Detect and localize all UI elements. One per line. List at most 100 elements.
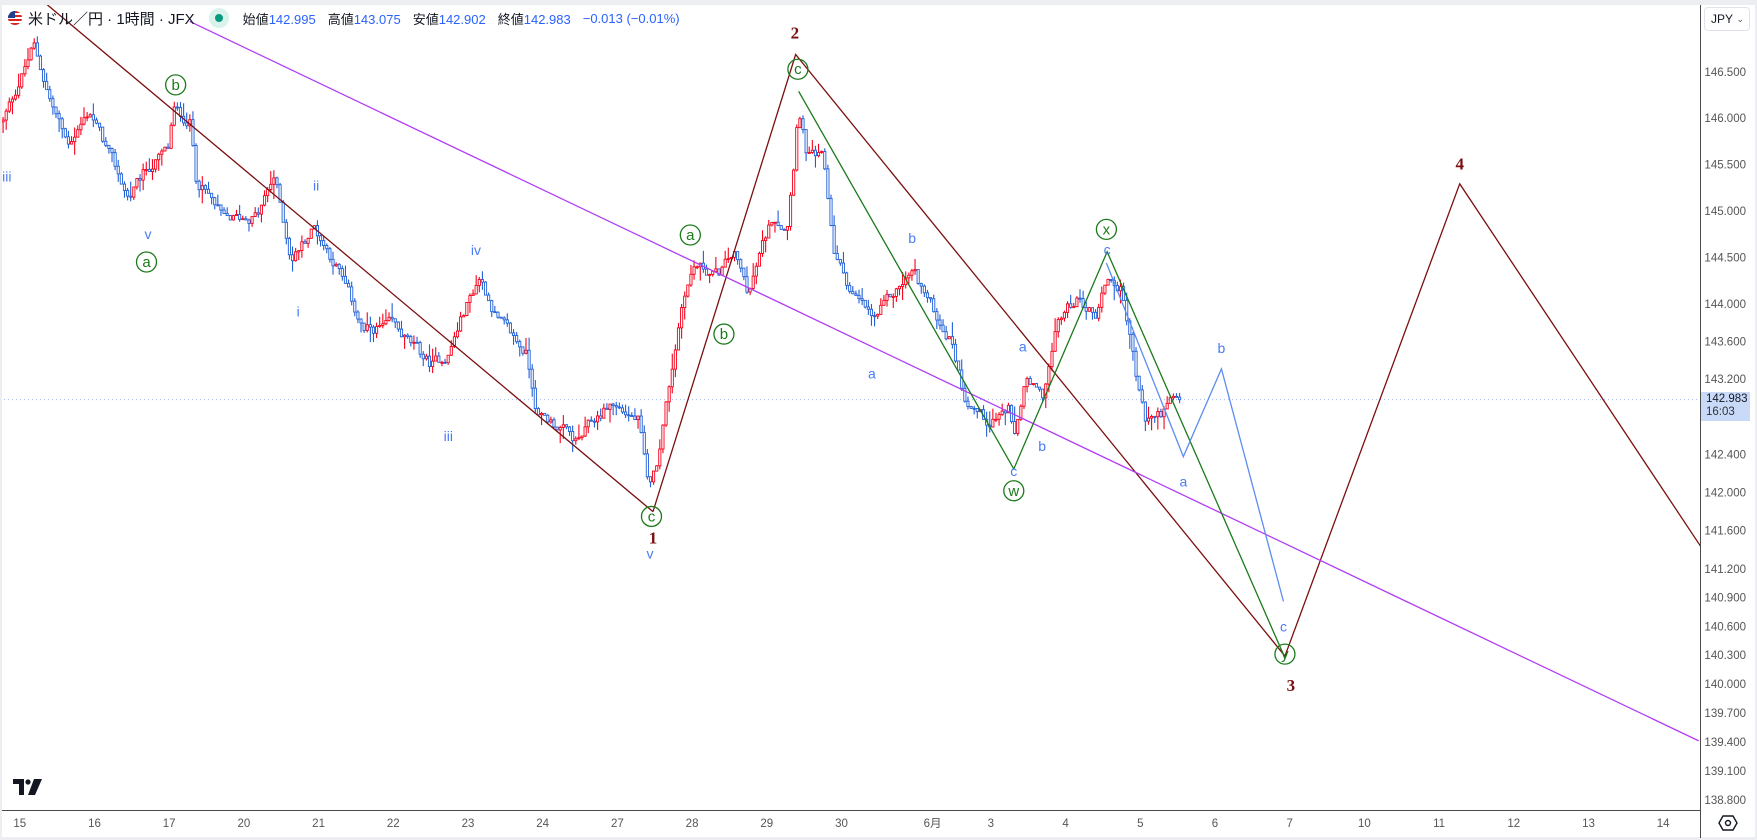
candle (427, 344, 432, 373)
price-tick-label: 143.600 (1704, 337, 1746, 349)
currency-button[interactable]: JPY ⌄ (1704, 7, 1750, 31)
candle (695, 265, 699, 270)
wave-label-text: v (646, 545, 653, 561)
candle (253, 207, 257, 217)
drawings[interactable] (46, 4, 1701, 742)
candle (393, 318, 397, 328)
maroon-wave-path[interactable] (652, 53, 1701, 658)
wave-label-blue[interactable]: b (1038, 438, 1046, 454)
chart-legend: 米ドル／円 · 1時間 · JFX 始値142.995 高値143.075 安値… (8, 7, 680, 29)
time-axis[interactable]: 15 16 17 20 21 22 23 24 27 28 29 30 6月 3 4 5 6 7 10 11 12 13 1… (13, 818, 1670, 830)
candle (319, 234, 323, 247)
candle (350, 281, 354, 306)
wave-label-maroon[interactable]: 3 (1287, 676, 1296, 695)
candle (1059, 316, 1063, 325)
candle (343, 265, 348, 284)
candle (645, 448, 649, 480)
wave-label-maroon[interactable]: 1 (649, 528, 658, 547)
green-wave-path[interactable] (798, 91, 1286, 659)
candle (866, 299, 870, 315)
price-tick-label: 146.500 (1704, 67, 1746, 79)
wave-label-green[interactable]: b (713, 323, 735, 345)
maroon-trendline[interactable] (46, 4, 654, 513)
wave-label-blue[interactable]: b (908, 230, 916, 246)
market-status-icon[interactable] (208, 8, 229, 28)
candle (832, 215, 836, 254)
candle (480, 271, 484, 290)
blue-projection-path[interactable] (1105, 262, 1285, 602)
price-tick-label: 141.200 (1704, 564, 1746, 576)
wave-label-blue[interactable]: a (1179, 473, 1187, 489)
currency-label: JPY (1711, 12, 1734, 26)
wave-label-green[interactable]: a (679, 224, 701, 246)
candle (757, 251, 761, 267)
candle (655, 465, 659, 472)
candle (1159, 408, 1163, 418)
candle (76, 125, 80, 138)
wave-label-green[interactable]: w (1003, 480, 1025, 502)
candle (210, 192, 214, 205)
wave-label-blue[interactable]: iii (444, 428, 453, 444)
wave-label-blue[interactable]: b (1218, 340, 1226, 356)
wave-label-maroon[interactable]: 2 (791, 23, 800, 42)
wave-label-green[interactable]: a (135, 251, 158, 273)
candle (477, 276, 481, 293)
tradingview-logo[interactable] (13, 779, 43, 800)
time-tick-label: 30 (835, 818, 848, 830)
candle (98, 122, 102, 132)
candle (879, 298, 883, 315)
wave-label-green[interactable]: c (640, 505, 663, 528)
axis-settings-button[interactable] (1717, 813, 1739, 833)
wave-label-green[interactable]: c (787, 58, 809, 80)
candle (163, 146, 167, 152)
candle (169, 122, 173, 149)
flag-icon (8, 11, 22, 25)
wave-label-green[interactable]: b (164, 74, 187, 96)
candle (4, 108, 8, 130)
candle (1031, 383, 1035, 386)
candle (365, 312, 369, 333)
wave-label-green[interactable]: y (1274, 643, 1296, 665)
price-change: −0.013 (−0.01%) (582, 10, 680, 26)
candle (947, 336, 951, 340)
wave-label-blue[interactable]: i (297, 304, 300, 320)
candle (172, 101, 176, 127)
candle (944, 326, 948, 341)
wave-label-blue[interactable]: iii (2, 168, 11, 184)
candle (782, 228, 786, 231)
candle (592, 418, 597, 428)
candle (1016, 418, 1020, 437)
time-tick-label: 13 (1582, 818, 1595, 830)
candle (502, 316, 506, 325)
candle (35, 36, 39, 57)
candle (1134, 347, 1138, 382)
wave-label-green[interactable]: x (1095, 218, 1118, 241)
candle (1100, 286, 1104, 313)
candle (290, 246, 295, 272)
wave-label-blue[interactable]: a (868, 366, 876, 382)
ohlc-close: 終値142.983 (497, 11, 571, 27)
wave-label-blue[interactable]: c (1104, 241, 1111, 257)
purple-trendline[interactable] (189, 20, 1700, 742)
wave-label-blue[interactable]: c (1010, 463, 1017, 479)
candle (773, 221, 777, 233)
candle (1078, 289, 1082, 303)
tradingview-logo-icon (13, 779, 42, 795)
candle (972, 405, 976, 415)
price-tick-label: 139.700 (1704, 708, 1746, 720)
wave-label-blue[interactable]: ii (313, 178, 319, 194)
wave-label-blue[interactable]: c (1280, 618, 1287, 634)
wave-label-maroon[interactable]: 4 (1455, 154, 1464, 173)
wave-label-blue[interactable]: v (646, 545, 653, 561)
candle (602, 403, 606, 419)
symbol-title[interactable]: 米ドル／円 · 1時間 · JFX (28, 10, 195, 28)
candle (144, 161, 148, 176)
candle (1103, 284, 1107, 296)
price-axis[interactable]: 146.500 146.000 145.500 145.000 144.500 144.0… (1704, 67, 1746, 807)
wave-label-blue[interactable]: iv (471, 242, 481, 258)
candle (29, 46, 33, 61)
wave-label-blue[interactable]: v (145, 226, 152, 242)
candle (459, 311, 463, 332)
wave-label-blue[interactable]: a (1019, 338, 1027, 354)
